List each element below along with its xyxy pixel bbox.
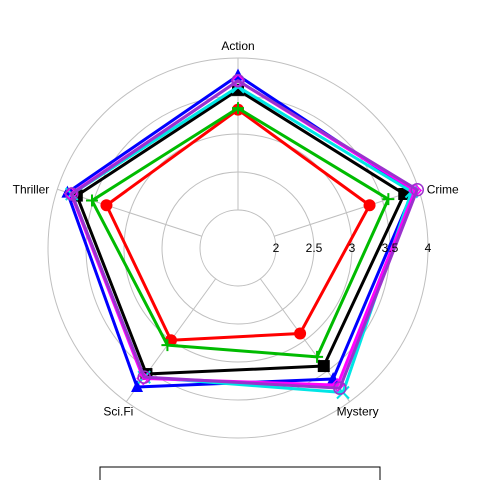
category-label-crime: Crime (427, 182, 459, 196)
category-label-mystery: Mystery (337, 405, 379, 419)
series-5-line (71, 81, 415, 385)
legend-box (100, 467, 380, 480)
grid-circle-0 (200, 210, 276, 286)
series-1-point-2 (294, 327, 306, 339)
series-6-line (72, 81, 417, 388)
category-label-scifi: Sci.Fi (103, 405, 133, 419)
radial-tick-label: 2.5 (306, 241, 323, 255)
radial-tick-label: 3 (349, 241, 356, 255)
radial-tick-label: 3.5 (382, 241, 399, 255)
radial-tick-label: 4 (425, 241, 432, 255)
category-label-thriller: Thriller (13, 182, 50, 196)
series-layer (61, 68, 423, 398)
radial-tick-label: 2 (273, 241, 280, 255)
series-3 (61, 68, 418, 391)
series-0-point-2 (318, 360, 330, 372)
series-1-point-4 (100, 199, 112, 211)
category-label-action: Action (221, 39, 254, 53)
series-1-point-1 (364, 199, 376, 211)
